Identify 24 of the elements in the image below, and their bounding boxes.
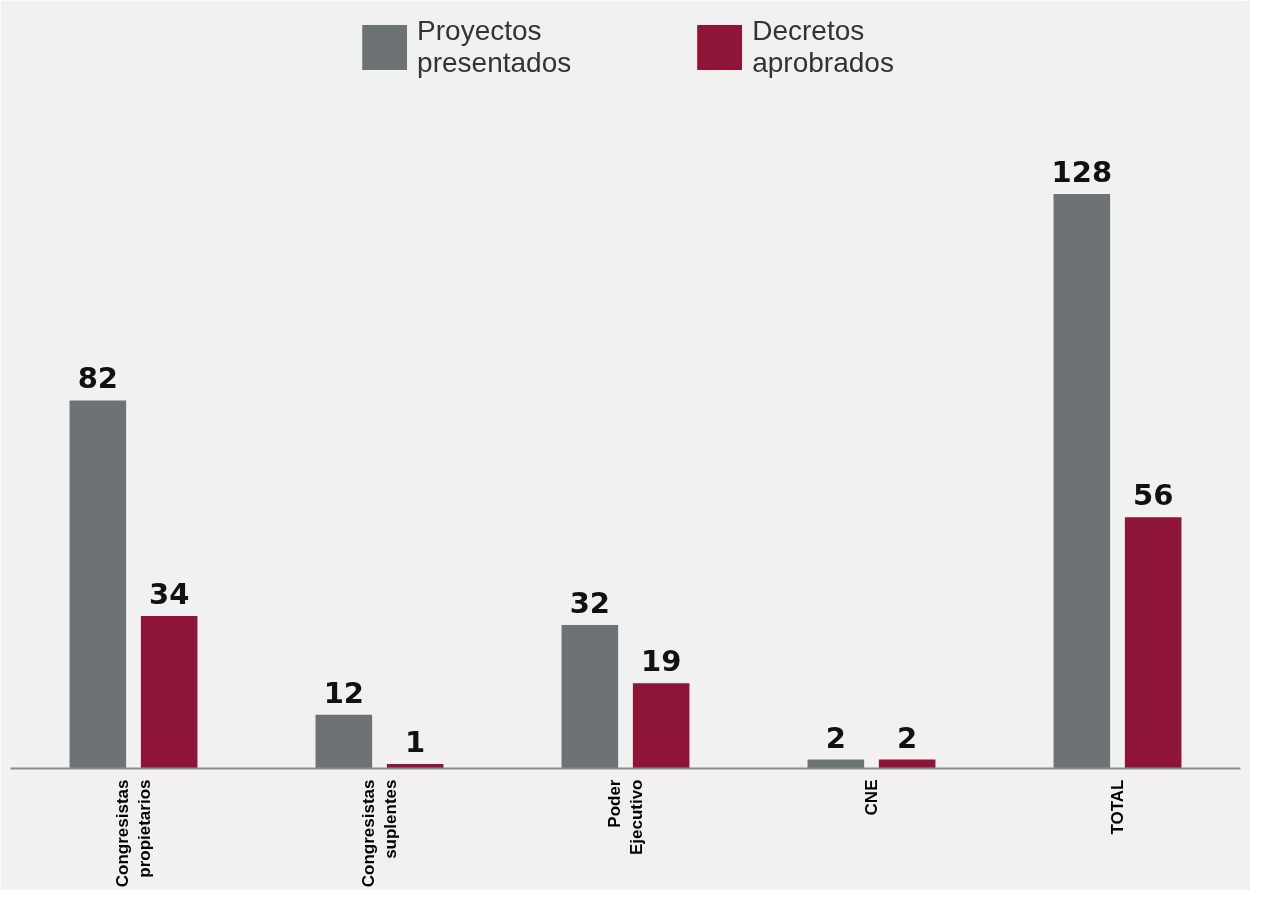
data-label: 19 (640, 644, 682, 679)
data-label: 34 (148, 576, 190, 611)
bar (561, 624, 619, 769)
bar (315, 714, 373, 769)
x-tick-label: Poder Ejecutivo (604, 779, 647, 856)
x-tick-label: Congresistas propietarios (112, 779, 155, 888)
data-label: 128 (1051, 155, 1113, 190)
data-label: 12 (323, 675, 365, 710)
data-label: 1 (405, 725, 426, 760)
x-tick-label: TOTAL (1108, 779, 1127, 835)
bar (632, 683, 690, 769)
bar (140, 615, 198, 769)
bar (1053, 194, 1111, 769)
bar (69, 400, 127, 769)
x-tick-label: CNE (862, 779, 881, 816)
data-label: 56 (1132, 478, 1174, 513)
legend-label: Decretos aprobrados (752, 15, 894, 79)
legend-label: Proyectos presentados (417, 15, 572, 79)
data-label: 2 (825, 720, 846, 755)
data-label: 32 (569, 585, 611, 620)
x-tick-label: Congresistas suplentes (358, 779, 401, 888)
bar (1124, 517, 1182, 769)
data-label: 2 (897, 720, 918, 755)
data-label: 82 (77, 361, 119, 396)
